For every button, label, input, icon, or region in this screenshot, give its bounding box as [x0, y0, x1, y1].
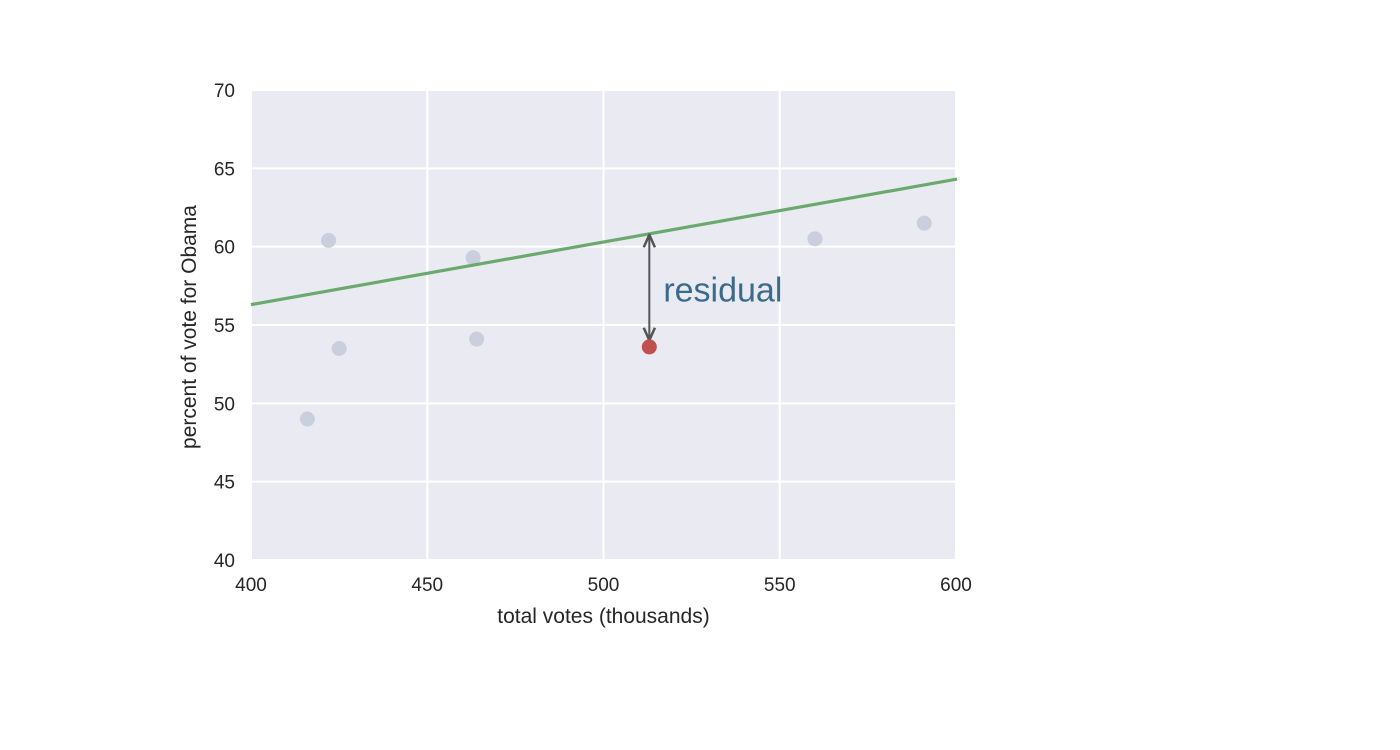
data-point: [331, 341, 347, 356]
y-tick-label: 55: [214, 316, 235, 337]
regression-line: [250, 177, 958, 307]
x-axis-label: total votes (thousands): [497, 605, 709, 628]
y-tick-label: 70: [214, 81, 235, 102]
data-point: [321, 232, 337, 248]
x-tick-label: 550: [764, 575, 796, 596]
highlighted-point-layer: [641, 339, 657, 355]
y-tick-label: 45: [214, 473, 235, 494]
data-point: [465, 250, 481, 266]
data-point: [807, 231, 823, 247]
x-tick-labels: 400 450 500 550 600: [235, 575, 972, 596]
y-tick-label: 60: [214, 238, 235, 259]
data-point: [299, 411, 315, 427]
highlighted-data-point: [641, 339, 657, 355]
x-tick-label: 600: [940, 575, 972, 596]
data-point: [916, 215, 932, 231]
y-tick-label: 50: [214, 394, 235, 415]
x-tick-label: 450: [411, 575, 443, 596]
x-tick-label: 500: [588, 575, 620, 596]
data-points: [299, 215, 932, 427]
y-tick-label: 40: [214, 551, 235, 572]
y-axis-label: percent of vote for Obama: [178, 205, 201, 449]
residual-annotation: residual: [663, 272, 782, 310]
y-tick-label: 65: [214, 159, 235, 180]
y-tick-labels: 40 45 50 55 60 65 70: [214, 81, 235, 572]
data-point: [469, 331, 485, 347]
grid-lines: [250, 89, 957, 561]
x-tick-label: 400: [235, 575, 267, 596]
